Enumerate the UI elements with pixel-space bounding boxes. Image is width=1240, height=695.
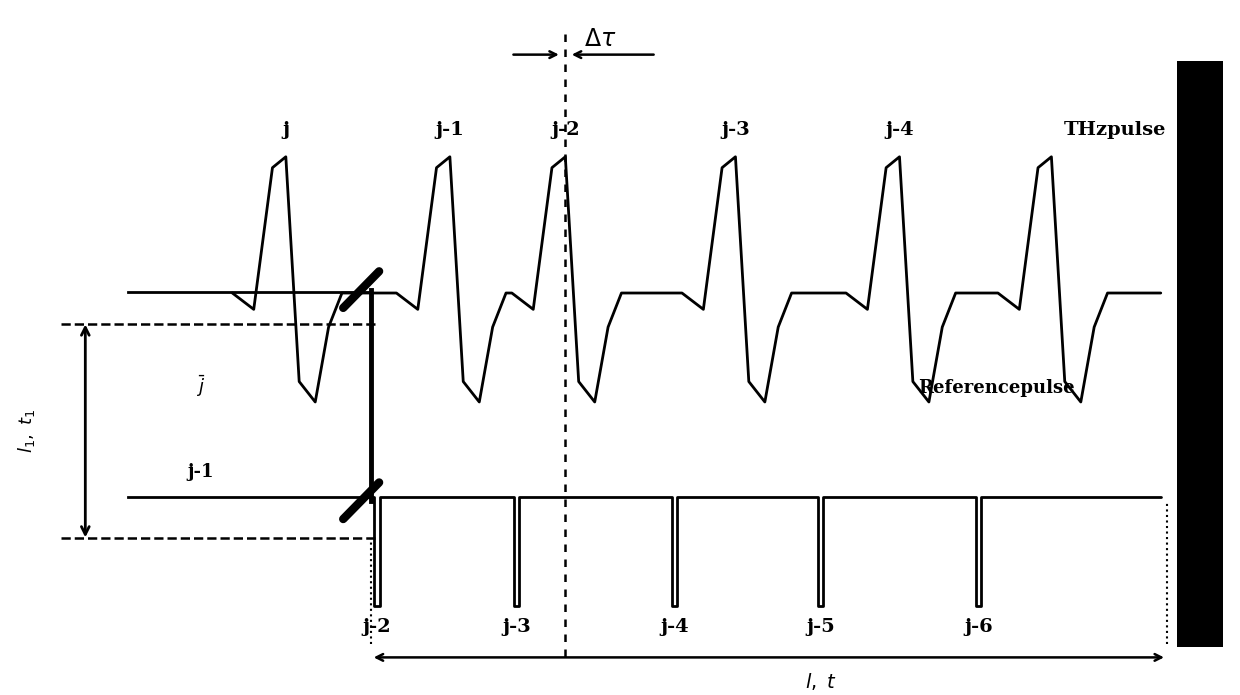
Text: $\Delta\tau$: $\Delta\tau$ [584,27,616,51]
Text: j: j [283,120,289,138]
Text: j-4: j-4 [661,618,689,636]
Text: j-3: j-3 [502,618,531,636]
Text: j-2: j-2 [551,120,579,138]
Text: j-6: j-6 [965,618,993,636]
Text: j-2: j-2 [362,618,392,636]
Text: j-3: j-3 [722,120,750,138]
Text: j-4: j-4 [885,120,914,138]
Text: Referencepulse: Referencepulse [918,379,1074,398]
Text: j-5: j-5 [806,618,835,636]
Text: THzpulse: THzpulse [1064,120,1166,138]
Text: $\bar{j}$: $\bar{j}$ [196,374,206,400]
Text: j-1: j-1 [435,120,464,138]
Text: $l,\ t$: $l,\ t$ [805,671,837,692]
Text: j-1: j-1 [187,463,215,481]
Bar [1177,61,1223,647]
Text: $l_1,\ t_1$: $l_1,\ t_1$ [16,409,37,453]
